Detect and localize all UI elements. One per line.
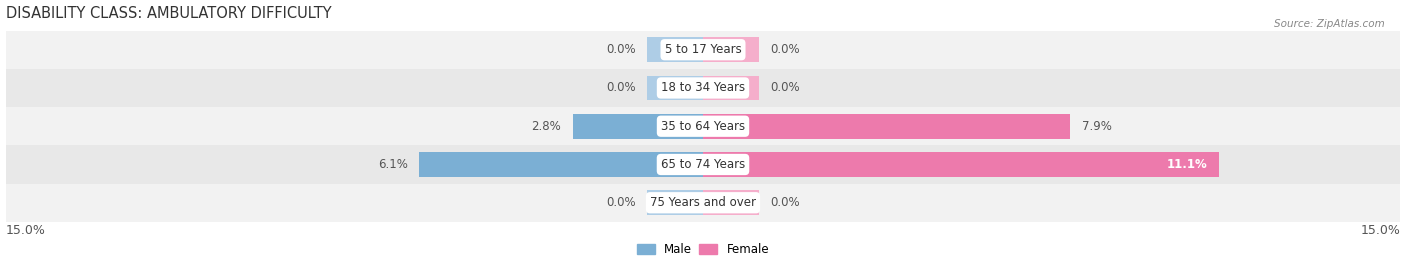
Text: 5 to 17 Years: 5 to 17 Years: [665, 43, 741, 56]
Text: 75 Years and over: 75 Years and over: [650, 196, 756, 209]
Bar: [703, 190, 759, 215]
Bar: [703, 76, 759, 100]
Bar: [572, 114, 703, 139]
Text: 0.0%: 0.0%: [770, 196, 800, 209]
Bar: [6, 31, 1400, 69]
Text: 0.0%: 0.0%: [770, 82, 800, 94]
Bar: [6, 184, 1400, 222]
Text: DISABILITY CLASS: AMBULATORY DIFFICULTY: DISABILITY CLASS: AMBULATORY DIFFICULTY: [6, 6, 332, 20]
Text: 0.0%: 0.0%: [606, 82, 636, 94]
Bar: [647, 76, 703, 100]
Text: 15.0%: 15.0%: [1361, 224, 1400, 237]
Text: 0.0%: 0.0%: [606, 196, 636, 209]
Text: 0.0%: 0.0%: [770, 43, 800, 56]
Bar: [647, 190, 703, 215]
Bar: [647, 37, 703, 62]
Text: 35 to 64 Years: 35 to 64 Years: [661, 120, 745, 133]
Bar: [703, 37, 759, 62]
Text: 11.1%: 11.1%: [1167, 158, 1208, 171]
Text: 7.9%: 7.9%: [1083, 120, 1112, 133]
Bar: [6, 107, 1400, 145]
Text: 0.0%: 0.0%: [606, 43, 636, 56]
Bar: [703, 152, 1219, 177]
Text: 2.8%: 2.8%: [531, 120, 561, 133]
Bar: [419, 152, 703, 177]
Text: 15.0%: 15.0%: [6, 224, 45, 237]
Text: 18 to 34 Years: 18 to 34 Years: [661, 82, 745, 94]
Legend: Male, Female: Male, Female: [633, 238, 773, 261]
Bar: [6, 145, 1400, 184]
Text: Source: ZipAtlas.com: Source: ZipAtlas.com: [1274, 19, 1385, 29]
Text: 65 to 74 Years: 65 to 74 Years: [661, 158, 745, 171]
Bar: [6, 69, 1400, 107]
Text: 6.1%: 6.1%: [378, 158, 408, 171]
Bar: [703, 114, 1070, 139]
